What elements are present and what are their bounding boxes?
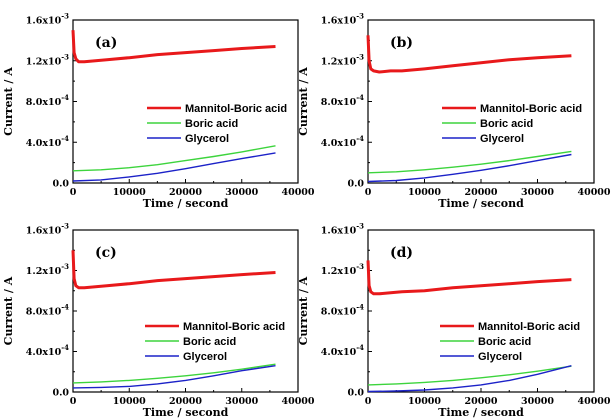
x-tick-label: 10000 [113, 187, 146, 198]
x-tick-label: 10000 [408, 187, 441, 198]
y-tick-label: 4.0x10-4 [321, 343, 364, 358]
x-tick-label: 30000 [521, 396, 554, 407]
x-tick-label: 20000 [169, 187, 202, 198]
y-tick-label: 1.2x10-3 [26, 262, 69, 277]
panel-label: (d) [390, 245, 413, 261]
series-line-mannitol-boric-acid [366, 260, 572, 296]
x-axis-label: Time / second [143, 406, 229, 419]
series-line-boric-acid [72, 145, 276, 172]
y-axis-label: Current / A [2, 67, 15, 136]
x-tick-label: 0 [365, 187, 372, 198]
y-tick-label: 4.0x10-4 [26, 134, 69, 149]
legend-label: Mannitol-Boric acid [183, 321, 285, 333]
x-tick-label: 20000 [464, 187, 497, 198]
legend-label: Glycerol [185, 133, 229, 145]
x-tick-label: 30000 [225, 187, 258, 198]
y-tick-label: 1.2x10-3 [321, 262, 364, 277]
y-tick-label: 8.0x10-4 [26, 303, 69, 318]
x-tick-label: 20000 [464, 396, 497, 407]
y-axis-label: Current / A [297, 67, 310, 136]
series-line-boric-acid [367, 150, 572, 174]
chart-panel-1: 0 10000 20000 30000 40000 0.0 4.0x10-4 8.0x10-4… [297, 12, 611, 211]
x-tick-label: 40000 [281, 396, 314, 407]
chart-panel-3: 0 10000 20000 30000 40000 0.0 4.0x10-4 8.0x10-4… [297, 222, 611, 419]
legend-label: Glycerol [480, 133, 524, 145]
legend-label: Boric acid [183, 336, 236, 348]
y-tick-label: 0.0 [347, 388, 364, 399]
x-tick-label: 0 [70, 187, 77, 198]
panel-label: (a) [95, 35, 117, 51]
y-tick-label: 1.2x10-3 [321, 52, 364, 67]
y-tick-label: 4.0x10-4 [321, 134, 364, 149]
x-tick-label: 10000 [408, 396, 441, 407]
x-axis-label: Time / second [438, 406, 524, 419]
series-line-mannitol-boric-acid [71, 30, 276, 64]
legend-label: Boric acid [185, 118, 238, 130]
chart-panel-0: 0 10000 20000 30000 40000 0.0 4.0x10-4 8.0x10-4… [2, 12, 315, 211]
x-tick-label: 0 [70, 396, 77, 407]
y-tick-label: 8.0x10-4 [26, 93, 69, 108]
legend-label: Glycerol [183, 351, 227, 363]
y-tick-label: 1.6x10-3 [26, 12, 69, 27]
y-tick-label: 0.0 [347, 179, 364, 190]
y-tick-label: 8.0x10-4 [321, 93, 364, 108]
series-line-boric-acid [72, 363, 276, 384]
chart-panel-2: 0 10000 20000 30000 40000 0.0 4.0x10-4 8.0x10-4… [2, 222, 315, 419]
x-tick-label: 40000 [577, 396, 610, 407]
x-tick-label: 40000 [577, 187, 610, 198]
y-tick-label: 1.6x10-3 [321, 12, 364, 27]
x-axis-label: Time / second [438, 197, 524, 210]
series-line-mannitol-boric-acid [71, 250, 276, 290]
legend-label: Mannitol-Boric acid [480, 103, 582, 115]
x-tick-label: 20000 [169, 396, 202, 407]
y-tick-label: 0.0 [52, 388, 69, 399]
y-tick-label: 1.2x10-3 [26, 52, 69, 67]
legend-label: Boric acid [478, 336, 531, 348]
series-line-glycerol [367, 153, 572, 183]
x-tick-label: 30000 [225, 396, 258, 407]
x-tick-label: 10000 [113, 396, 146, 407]
y-tick-label: 1.6x10-3 [26, 222, 69, 237]
legend-label: Boric acid [480, 118, 533, 130]
x-axis-label: Time / second [143, 197, 229, 210]
x-tick-label: 40000 [281, 187, 314, 198]
legend-label: Mannitol-Boric acid [478, 321, 580, 333]
y-axis-label: Current / A [297, 276, 310, 345]
panel-label: (b) [390, 35, 413, 51]
legend-label: Mannitol-Boric acid [185, 103, 287, 115]
x-tick-label: 0 [365, 396, 372, 407]
y-tick-label: 4.0x10-4 [26, 343, 69, 358]
y-tick-label: 8.0x10-4 [321, 303, 364, 318]
x-tick-label: 30000 [521, 187, 554, 198]
legend-label: Glycerol [478, 351, 522, 363]
y-tick-label: 1.6x10-3 [321, 222, 364, 237]
y-tick-label: 0.0 [52, 179, 69, 190]
series-line-mannitol-boric-acid [366, 35, 572, 74]
y-axis-label: Current / A [2, 276, 15, 345]
series-line-glycerol [72, 152, 276, 182]
series-line-glycerol [72, 365, 276, 389]
series-line-glycerol [367, 365, 572, 393]
series-line-boric-acid [367, 365, 572, 386]
panel-label: (c) [95, 245, 117, 261]
